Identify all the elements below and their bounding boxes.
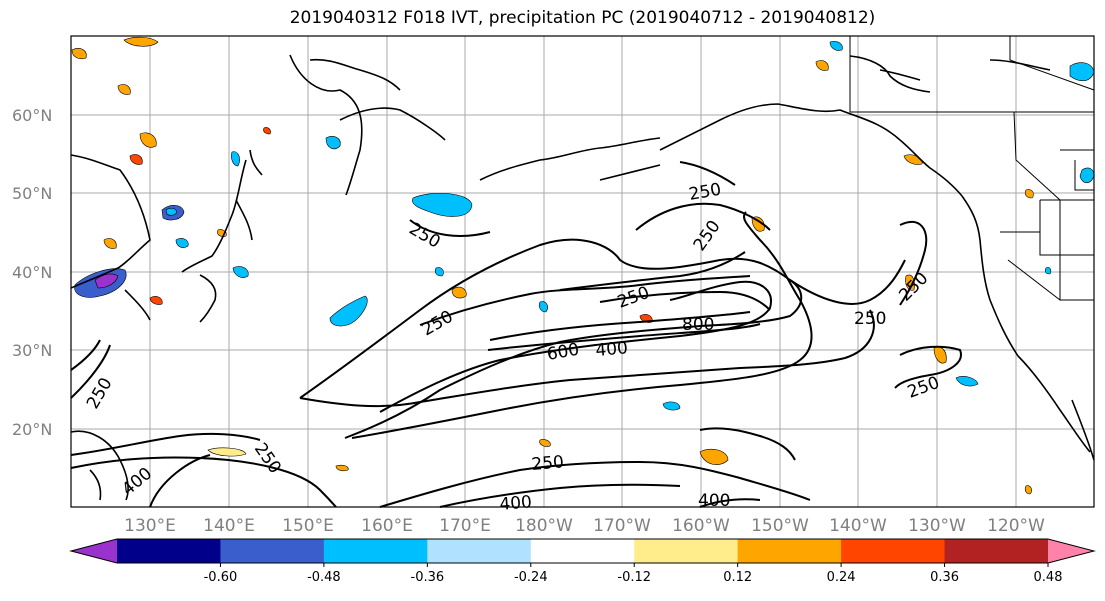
- colorbar-segment: [634, 539, 739, 563]
- colorbar-tick-label: -0.48: [307, 570, 341, 585]
- colorbar-segment: [944, 539, 1049, 563]
- colorbar-extend-left: [71, 539, 117, 563]
- borders: [849, 36, 1095, 301]
- colorbar-segment: [427, 539, 532, 563]
- colorbar-segment: [323, 539, 428, 563]
- lat-label-40: 40°N: [12, 263, 52, 282]
- coastlines: [70, 54, 1095, 501]
- longitude-labels: 130°E 140°E 150°E 160°E 170°E 180°W 170°…: [124, 516, 1045, 536]
- map-frame: [70, 35, 1095, 508]
- lon-label-130w: 130°W: [908, 516, 966, 536]
- contour-label-400-c: 400: [499, 492, 533, 515]
- gridlines: [71, 36, 1094, 507]
- contour-label-250-f: 250: [854, 309, 886, 329]
- colorbar-tick-label: 0.24: [827, 570, 856, 585]
- colorbar-segment: [841, 539, 946, 563]
- lat-label-60: 60°N: [12, 106, 52, 125]
- lat-label-30: 30°N: [12, 341, 52, 360]
- lon-label-140e: 140°E: [203, 516, 255, 536]
- colorbar-tick-label: -0.24: [514, 570, 548, 585]
- negative-precip-blobs: [74, 41, 1095, 411]
- lat-label-50: 50°N: [12, 184, 52, 203]
- lon-label-170e: 170°E: [439, 516, 491, 536]
- colorbar-extend-right: [1048, 539, 1094, 563]
- lon-label-160w: 160°W: [672, 516, 730, 536]
- colorbar-segment: [117, 539, 221, 563]
- lon-label-150w: 150°W: [751, 516, 809, 536]
- colorbar-tick-label: -0.36: [411, 570, 445, 585]
- colorbar-segment: [737, 539, 842, 563]
- colorbar-tick-label: -0.60: [204, 570, 238, 585]
- colorbar-segment: [220, 539, 325, 563]
- lon-label-140w: 140°W: [829, 516, 887, 536]
- contour-label-400-a: 400: [595, 338, 629, 361]
- map-title: 2019040312 F018 IVT, precipitation PC (2…: [289, 8, 876, 28]
- colorbar-outline: [69, 538, 1096, 564]
- colorbar-segment: [530, 539, 635, 563]
- ivt-contours: [70, 161, 962, 508]
- colorbar: -0.60 -0.48 -0.36 -0.24 -0.12 0.12 0.24 0.36 0.4…: [69, 538, 1096, 585]
- lon-label-160e: 160°E: [361, 516, 413, 536]
- positive-precip-blobs: [71, 36, 1034, 495]
- lon-label-170w: 170°W: [593, 516, 651, 536]
- contour-label-250-k: 250: [531, 452, 565, 475]
- lon-label-130e: 130°E: [124, 516, 176, 536]
- contour-label-400-d: 400: [698, 491, 730, 511]
- lon-label-180w: 180°W: [515, 516, 573, 536]
- lat-label-20: 20°N: [12, 420, 52, 439]
- latitude-labels: 60°N 50°N 40°N 30°N 20°N: [12, 106, 52, 439]
- lon-label-150e: 150°E: [282, 516, 334, 536]
- colorbar-tick-label: -0.12: [617, 570, 651, 585]
- colorbar-tick-label: 0.12: [723, 570, 752, 585]
- lon-label-120w: 120°W: [987, 516, 1045, 536]
- contour-label-800: 800: [682, 315, 714, 335]
- colorbar-tick-label: 0.48: [1034, 570, 1063, 585]
- colorbar-tick-label: 0.36: [930, 570, 959, 585]
